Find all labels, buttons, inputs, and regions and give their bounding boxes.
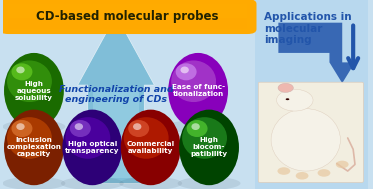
Ellipse shape (12, 120, 32, 137)
Ellipse shape (317, 169, 330, 177)
FancyBboxPatch shape (0, 0, 257, 34)
Ellipse shape (133, 123, 141, 130)
Text: High
biocom-
patibility: High biocom- patibility (191, 137, 228, 157)
Ellipse shape (171, 60, 216, 102)
Ellipse shape (191, 123, 200, 130)
FancyBboxPatch shape (258, 82, 363, 182)
Polygon shape (93, 89, 139, 178)
Ellipse shape (62, 110, 122, 185)
Ellipse shape (3, 120, 65, 133)
Ellipse shape (70, 120, 91, 137)
Text: Commercial
availability: Commercial availability (126, 141, 175, 154)
Ellipse shape (168, 53, 228, 129)
Ellipse shape (7, 117, 52, 159)
Ellipse shape (296, 172, 308, 180)
Ellipse shape (61, 177, 124, 189)
Ellipse shape (186, 120, 207, 137)
Text: High optical
transparency: High optical transparency (65, 141, 120, 154)
Ellipse shape (124, 117, 169, 159)
Ellipse shape (128, 120, 149, 137)
Ellipse shape (12, 63, 32, 80)
Ellipse shape (65, 117, 110, 159)
Ellipse shape (4, 110, 64, 185)
Ellipse shape (278, 83, 293, 92)
Ellipse shape (276, 89, 313, 111)
Ellipse shape (176, 63, 197, 80)
Polygon shape (278, 23, 355, 83)
Ellipse shape (121, 110, 181, 185)
Ellipse shape (75, 123, 83, 130)
Ellipse shape (271, 109, 341, 171)
Ellipse shape (336, 161, 349, 168)
Polygon shape (78, 15, 154, 183)
Text: Functionalization and
engineering of CDs: Functionalization and engineering of CDs (59, 85, 173, 104)
Ellipse shape (4, 53, 64, 129)
Text: Inclusion
complexation
capacity: Inclusion complexation capacity (6, 137, 62, 157)
Text: Ease of func-
tionalization: Ease of func- tionalization (172, 84, 225, 97)
Ellipse shape (3, 177, 65, 189)
Ellipse shape (178, 177, 241, 189)
Text: Applications in
molecular
imaging: Applications in molecular imaging (264, 12, 351, 46)
Ellipse shape (179, 110, 239, 185)
Ellipse shape (181, 67, 189, 73)
Ellipse shape (278, 167, 290, 175)
Text: High
aqueous
solubility: High aqueous solubility (15, 81, 53, 101)
Ellipse shape (286, 98, 289, 100)
Text: CD-based molecular probes: CD-based molecular probes (36, 10, 218, 23)
Ellipse shape (16, 67, 25, 73)
FancyBboxPatch shape (255, 0, 368, 189)
Ellipse shape (119, 177, 182, 189)
Ellipse shape (167, 120, 229, 133)
Ellipse shape (7, 60, 52, 102)
Ellipse shape (16, 123, 25, 130)
Ellipse shape (182, 117, 227, 159)
